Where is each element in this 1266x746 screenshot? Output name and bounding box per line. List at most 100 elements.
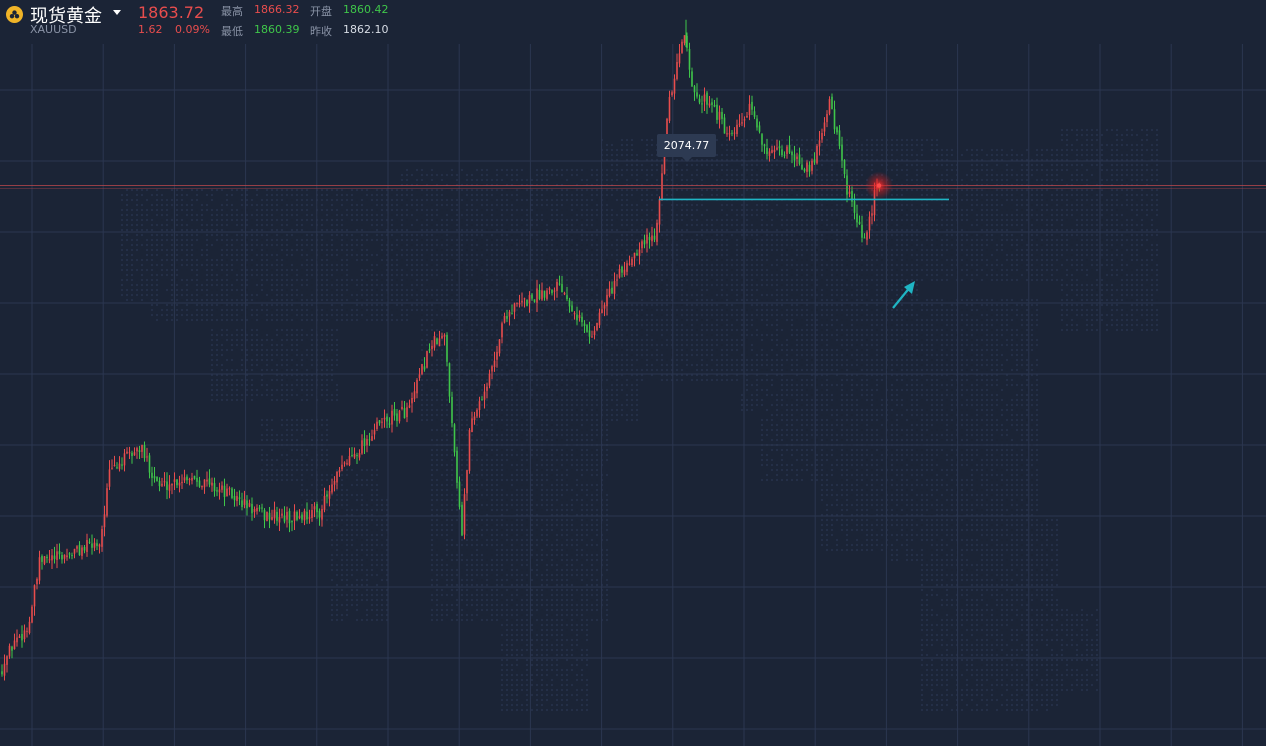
map-dot <box>335 498 339 502</box>
map-dot <box>290 248 294 252</box>
map-dot <box>295 213 299 217</box>
map-dot <box>365 583 369 587</box>
map-dot <box>535 393 539 397</box>
map-dot <box>580 198 584 202</box>
map-dot <box>555 403 559 407</box>
map-dot <box>355 213 359 217</box>
map-dot <box>280 353 284 357</box>
map-dot <box>555 358 559 362</box>
map-dot <box>540 578 544 582</box>
map-dot <box>460 168 464 172</box>
map-dot <box>370 478 374 482</box>
map-dot <box>525 618 529 622</box>
map-dot <box>460 543 464 547</box>
map-dot <box>555 493 559 497</box>
map-dot <box>550 593 554 597</box>
map-dot <box>450 508 454 512</box>
map-dot <box>465 358 469 362</box>
map-dot <box>280 303 284 307</box>
map-dot <box>425 268 429 272</box>
map-dot <box>205 193 209 197</box>
map-dot <box>450 173 454 177</box>
map-dot <box>210 278 214 282</box>
map-dot <box>220 333 224 337</box>
map-dot <box>615 198 619 202</box>
map-dot <box>570 648 574 652</box>
map-dot <box>325 448 329 452</box>
map-dot <box>535 648 539 652</box>
map-dot <box>450 568 454 572</box>
map-dot <box>400 288 404 292</box>
map-dot <box>515 363 519 367</box>
map-dot <box>235 318 239 322</box>
map-dot <box>580 328 584 332</box>
map-dot <box>455 568 459 572</box>
map-dot <box>400 313 404 317</box>
map-dot <box>525 668 529 672</box>
map-dot <box>455 203 459 207</box>
map-dot <box>605 598 609 602</box>
map-dot <box>290 253 294 257</box>
map-dot <box>300 208 304 212</box>
map-dot <box>540 628 544 632</box>
map-dot <box>230 368 234 372</box>
map-dot <box>485 608 489 612</box>
map-dot <box>545 428 549 432</box>
map-dot <box>360 218 364 222</box>
map-dot <box>520 413 524 417</box>
map-dot <box>585 463 589 467</box>
map-dot <box>400 173 404 177</box>
map-dot <box>295 328 299 332</box>
map-dot <box>340 288 344 292</box>
map-dot <box>560 238 564 242</box>
map-dot <box>605 458 609 462</box>
map-dot <box>295 288 299 292</box>
map-dot <box>425 413 429 417</box>
map-dot <box>205 278 209 282</box>
map-dot <box>455 283 459 287</box>
map-dot <box>510 423 514 427</box>
map-dot <box>330 313 334 317</box>
map-dot <box>605 613 609 617</box>
map-dot <box>215 383 219 387</box>
map-dot <box>480 433 484 437</box>
map-dot <box>370 483 374 487</box>
map-dot <box>330 518 334 522</box>
map-dot <box>450 313 454 317</box>
map-dot <box>615 178 619 182</box>
map-dot <box>455 308 459 312</box>
map-dot <box>260 198 264 202</box>
map-dot <box>530 288 534 292</box>
map-dot <box>550 588 554 592</box>
map-dot <box>505 698 509 702</box>
map-dot <box>490 313 494 317</box>
map-dot <box>330 338 334 342</box>
map-dot <box>560 218 564 222</box>
map-dot <box>310 198 314 202</box>
map-dot <box>560 458 564 462</box>
map-dot <box>305 368 309 372</box>
map-dot <box>160 208 164 212</box>
map-dot <box>145 258 149 262</box>
map-dot <box>420 298 424 302</box>
map-dot <box>265 198 269 202</box>
map-dot <box>580 438 584 442</box>
map-dot <box>470 298 474 302</box>
map-dot <box>550 523 554 527</box>
map-dot <box>445 273 449 277</box>
map-dot <box>505 253 509 257</box>
map-dot <box>545 268 549 272</box>
map-dot <box>590 288 594 292</box>
map-dot <box>595 343 599 347</box>
map-dot <box>610 193 614 197</box>
map-dot <box>495 473 499 477</box>
map-dot <box>360 198 364 202</box>
map-dot <box>245 223 249 227</box>
map-dot <box>585 598 589 602</box>
map-dot <box>360 238 364 242</box>
map-dot <box>455 558 459 562</box>
map-dot <box>560 418 564 422</box>
map-dot <box>580 333 584 337</box>
map-dot <box>360 508 364 512</box>
